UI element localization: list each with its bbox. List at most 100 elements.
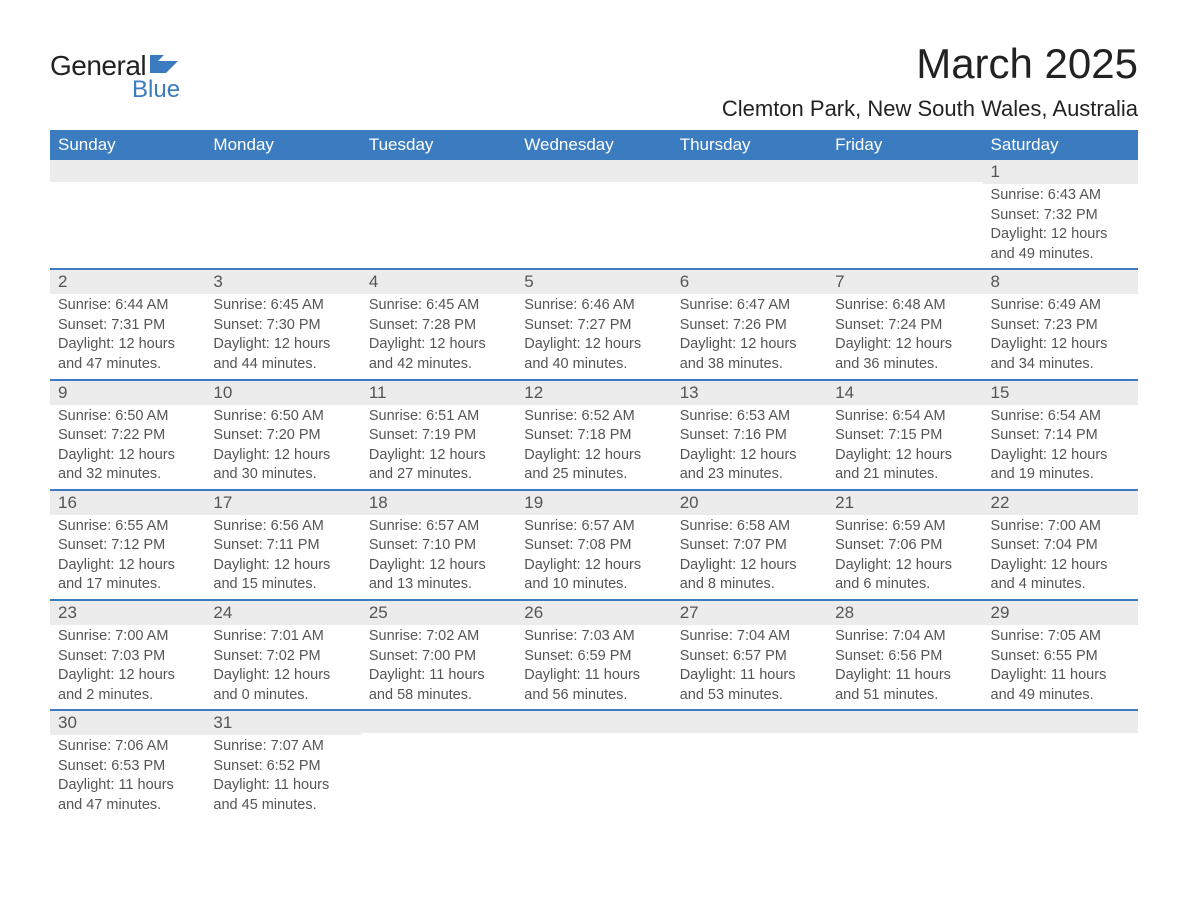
day-number: 11 [361,381,516,405]
day-details: Sunrise: 6:45 AMSunset: 7:30 PMDaylight:… [205,294,360,378]
sunrise-text: Sunrise: 6:59 AM [835,517,974,537]
daylight-text: Daylight: 12 hours and 0 minutes. [213,666,352,705]
sunset-text: Sunset: 7:16 PM [680,426,819,446]
day-details: Sunrise: 7:07 AMSunset: 6:52 PMDaylight:… [205,735,360,819]
sunrise-text: Sunrise: 6:58 AM [680,517,819,537]
day-details: Sunrise: 6:59 AMSunset: 7:06 PMDaylight:… [827,515,982,599]
day-details: Sunrise: 6:44 AMSunset: 7:31 PMDaylight:… [50,294,205,378]
daylight-text: Daylight: 11 hours and 49 minutes. [991,666,1130,705]
sunrise-text: Sunrise: 7:00 AM [58,627,197,647]
sunset-text: Sunset: 7:18 PM [524,426,663,446]
day-details: Sunrise: 7:00 AMSunset: 7:03 PMDaylight:… [50,625,205,709]
day-cell [361,160,516,269]
sunset-text: Sunset: 7:02 PM [213,647,352,667]
day-cell [361,710,516,819]
day-number [516,711,671,733]
sunset-text: Sunset: 7:08 PM [524,536,663,556]
sunset-text: Sunset: 7:07 PM [680,536,819,556]
sunrise-text: Sunrise: 6:49 AM [991,296,1130,316]
day-details [827,182,982,252]
daylight-text: Daylight: 12 hours and 17 minutes. [58,556,197,595]
month-title: March 2025 [722,40,1138,88]
sunrise-text: Sunrise: 6:50 AM [213,407,352,427]
day-number: 16 [50,491,205,515]
sunrise-text: Sunrise: 6:47 AM [680,296,819,316]
day-cell: 4Sunrise: 6:45 AMSunset: 7:28 PMDaylight… [361,269,516,379]
sunset-text: Sunset: 6:55 PM [991,647,1130,667]
daylight-text: Daylight: 12 hours and 19 minutes. [991,446,1130,485]
day-number [361,711,516,733]
sunset-text: Sunset: 7:15 PM [835,426,974,446]
daylight-text: Daylight: 12 hours and 49 minutes. [991,225,1130,264]
day-details [516,182,671,252]
sunset-text: Sunset: 7:28 PM [369,316,508,336]
sunset-text: Sunset: 7:10 PM [369,536,508,556]
day-details [361,733,516,803]
day-cell [983,710,1138,819]
sunrise-text: Sunrise: 6:48 AM [835,296,974,316]
day-details: Sunrise: 7:01 AMSunset: 7:02 PMDaylight:… [205,625,360,709]
day-cell: 18Sunrise: 6:57 AMSunset: 7:10 PMDayligh… [361,490,516,600]
day-details: Sunrise: 7:06 AMSunset: 6:53 PMDaylight:… [50,735,205,819]
day-number: 25 [361,601,516,625]
day-details: Sunrise: 7:04 AMSunset: 6:57 PMDaylight:… [672,625,827,709]
day-cell: 25Sunrise: 7:02 AMSunset: 7:00 PMDayligh… [361,600,516,710]
col-tuesday: Tuesday [361,130,516,160]
day-details: Sunrise: 7:02 AMSunset: 7:00 PMDaylight:… [361,625,516,709]
day-number: 30 [50,711,205,735]
sunrise-text: Sunrise: 6:45 AM [213,296,352,316]
sunrise-text: Sunrise: 6:43 AM [991,186,1130,206]
day-number [827,160,982,182]
week-row: 2Sunrise: 6:44 AMSunset: 7:31 PMDaylight… [50,269,1138,379]
day-number: 1 [983,160,1138,184]
day-number: 9 [50,381,205,405]
daylight-text: Daylight: 12 hours and 38 minutes. [680,335,819,374]
daylight-text: Daylight: 12 hours and 32 minutes. [58,446,197,485]
day-cell: 15Sunrise: 6:54 AMSunset: 7:14 PMDayligh… [983,380,1138,490]
sunset-text: Sunset: 7:00 PM [369,647,508,667]
daylight-text: Daylight: 12 hours and 44 minutes. [213,335,352,374]
day-cell: 26Sunrise: 7:03 AMSunset: 6:59 PMDayligh… [516,600,671,710]
day-number: 12 [516,381,671,405]
day-cell [516,710,671,819]
week-row: 9Sunrise: 6:50 AMSunset: 7:22 PMDaylight… [50,380,1138,490]
day-details: Sunrise: 6:48 AMSunset: 7:24 PMDaylight:… [827,294,982,378]
day-number [50,160,205,182]
sunrise-text: Sunrise: 7:07 AM [213,737,352,757]
sunset-text: Sunset: 7:11 PM [213,536,352,556]
day-details: Sunrise: 6:49 AMSunset: 7:23 PMDaylight:… [983,294,1138,378]
sunrise-text: Sunrise: 6:45 AM [369,296,508,316]
day-cell: 29Sunrise: 7:05 AMSunset: 6:55 PMDayligh… [983,600,1138,710]
sunset-text: Sunset: 6:53 PM [58,757,197,777]
day-number: 21 [827,491,982,515]
day-number: 14 [827,381,982,405]
day-details: Sunrise: 6:50 AMSunset: 7:22 PMDaylight:… [50,405,205,489]
day-details: Sunrise: 6:58 AMSunset: 7:07 PMDaylight:… [672,515,827,599]
day-details: Sunrise: 6:55 AMSunset: 7:12 PMDaylight:… [50,515,205,599]
day-details: Sunrise: 6:52 AMSunset: 7:18 PMDaylight:… [516,405,671,489]
daylight-text: Daylight: 12 hours and 6 minutes. [835,556,974,595]
day-number [205,160,360,182]
day-number [672,160,827,182]
daylight-text: Daylight: 12 hours and 4 minutes. [991,556,1130,595]
day-cell: 17Sunrise: 6:56 AMSunset: 7:11 PMDayligh… [205,490,360,600]
daylight-text: Daylight: 12 hours and 34 minutes. [991,335,1130,374]
sunset-text: Sunset: 7:26 PM [680,316,819,336]
day-number: 13 [672,381,827,405]
day-cell: 14Sunrise: 6:54 AMSunset: 7:15 PMDayligh… [827,380,982,490]
day-cell: 12Sunrise: 6:52 AMSunset: 7:18 PMDayligh… [516,380,671,490]
sunrise-text: Sunrise: 7:05 AM [991,627,1130,647]
sunrise-text: Sunrise: 6:46 AM [524,296,663,316]
day-number: 28 [827,601,982,625]
sunrise-text: Sunrise: 6:57 AM [524,517,663,537]
day-number: 8 [983,270,1138,294]
sunset-text: Sunset: 7:30 PM [213,316,352,336]
day-details: Sunrise: 6:43 AMSunset: 7:32 PMDaylight:… [983,184,1138,268]
daylight-text: Daylight: 11 hours and 47 minutes. [58,776,197,815]
sunset-text: Sunset: 7:12 PM [58,536,197,556]
daylight-text: Daylight: 12 hours and 27 minutes. [369,446,508,485]
day-cell: 7Sunrise: 6:48 AMSunset: 7:24 PMDaylight… [827,269,982,379]
week-row: 1Sunrise: 6:43 AMSunset: 7:32 PMDaylight… [50,160,1138,269]
day-details [50,182,205,252]
day-cell: 5Sunrise: 6:46 AMSunset: 7:27 PMDaylight… [516,269,671,379]
